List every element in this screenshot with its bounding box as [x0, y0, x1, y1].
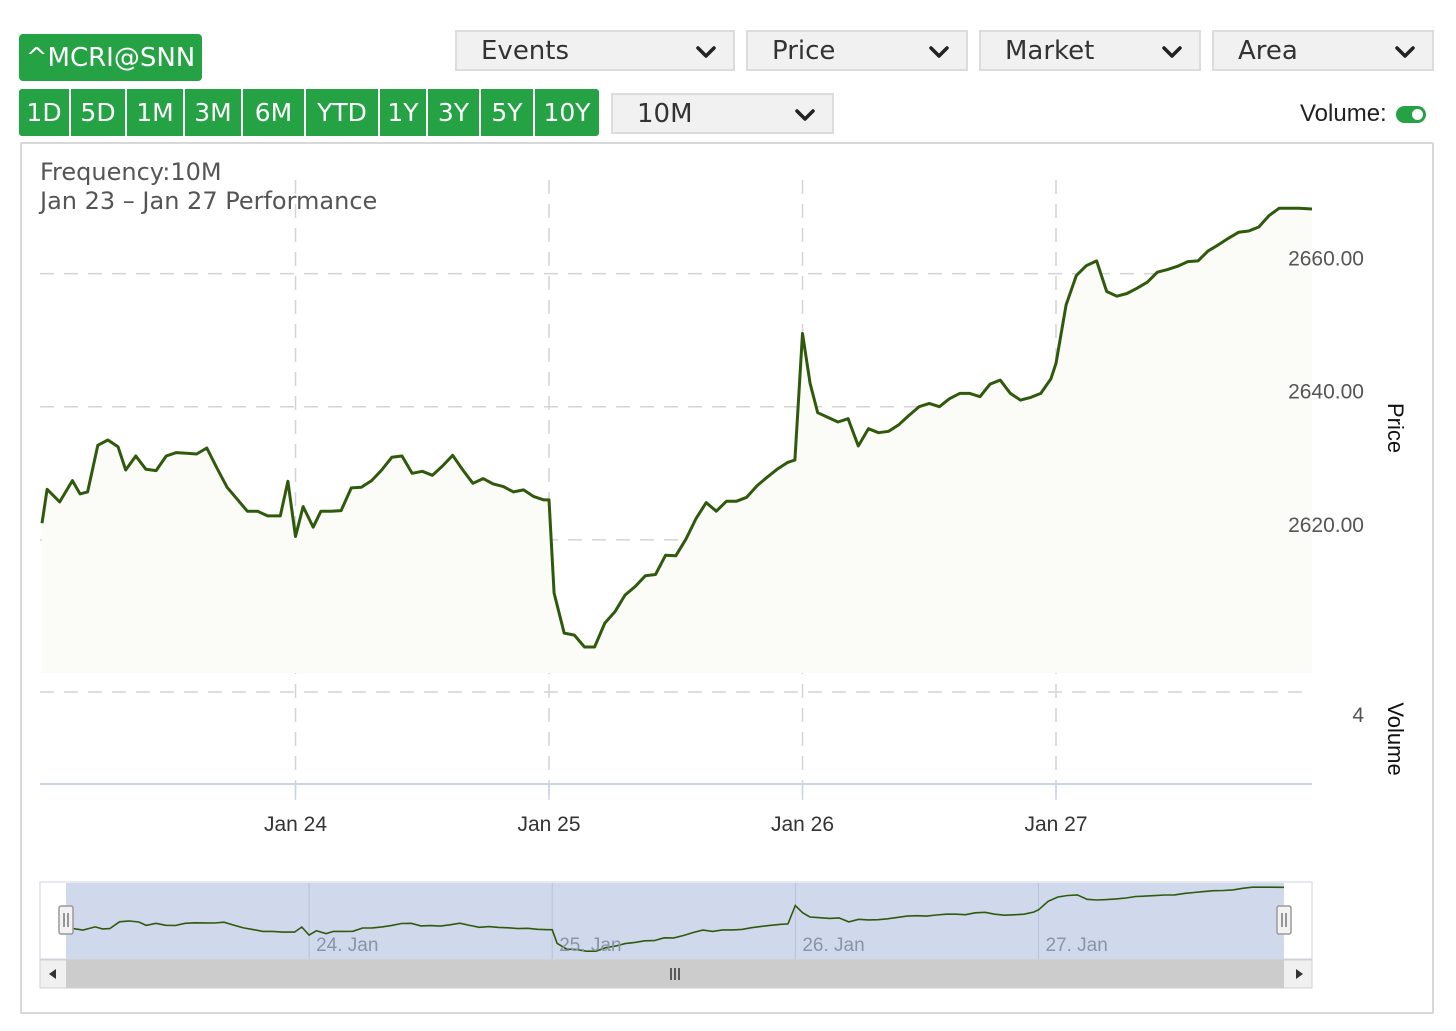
area-dropdown-label: Area: [1238, 35, 1298, 66]
range-button-3m[interactable]: 3M: [185, 89, 243, 136]
price-area: [42, 208, 1312, 674]
range-button-1d[interactable]: 1D: [19, 89, 71, 136]
chevron-down-icon: [696, 46, 716, 58]
x-tick-label: Jan 27: [1024, 813, 1087, 836]
volume-axis-title: Volume: [1383, 702, 1408, 775]
range-button-1y[interactable]: 1Y: [380, 89, 428, 136]
price-dropdown-label: Price: [772, 35, 836, 66]
navigator: 24. Jan 25. Jan 26. Jan 27. Jan: [39, 881, 1313, 960]
chart-title: Frequency:10M: [40, 158, 222, 186]
navigator-series: [65, 886, 1285, 953]
range-button-3y[interactable]: 3Y: [428, 89, 481, 136]
volume-toggle[interactable]: Volume:: [1300, 100, 1426, 128]
events-dropdown[interactable]: Events: [455, 30, 735, 71]
market-dropdown-label: Market: [1005, 35, 1095, 66]
x-axis-ticks: Jan 24 Jan 25 Jan 26 Jan 27: [264, 784, 1088, 836]
range-button-10y[interactable]: 10Y: [535, 89, 599, 136]
y-tick-label: 2620.00: [1288, 514, 1364, 537]
navigator-labels: 24. Jan 25. Jan 26. Jan 27. Jan: [316, 935, 1108, 956]
x-tick-label: Jan 25: [517, 813, 580, 836]
y-axis-title: Price: [1383, 403, 1408, 453]
y-axis-ticks: 2620.00 2640.00 2660.00: [1288, 248, 1364, 537]
volume-tick-label: 4: [1352, 704, 1364, 727]
price-line: [40, 206, 1313, 649]
symbol-button[interactable]: ^MCRI@SNN: [19, 34, 202, 81]
chevron-down-icon: [1162, 46, 1182, 58]
scroll-left-arrow-icon[interactable]: [49, 969, 56, 979]
area-dropdown[interactable]: Area: [1212, 30, 1434, 71]
range-selector: 1D 5D 1M 3M 6M YTD 1Y 3Y 5Y 10Y: [19, 89, 599, 136]
range-button-5y[interactable]: 5Y: [481, 89, 535, 136]
toggle-knob: [1411, 108, 1423, 120]
navigator-handle-left[interactable]: [58, 905, 74, 935]
range-button-1m[interactable]: 1M: [127, 89, 185, 136]
navigator-grid: [308, 883, 1039, 959]
y-tick-label: 2640.00: [1288, 381, 1364, 404]
chevron-down-icon: [1395, 46, 1415, 58]
range-button-ytd[interactable]: YTD: [306, 89, 380, 136]
scroll-right-arrow-icon[interactable]: [1296, 969, 1303, 979]
chevron-down-icon: [929, 46, 949, 58]
chart-subtitle: Jan 23 – Jan 27 Performance: [38, 187, 377, 215]
scrollbar-grip-icon: [670, 968, 680, 980]
price-dropdown[interactable]: Price: [746, 30, 968, 71]
range-button-6m[interactable]: 6M: [243, 89, 306, 136]
toggle-switch[interactable]: [1395, 105, 1426, 123]
x-tick-label: Jan 26: [771, 813, 834, 836]
navigator-label: 27. Jan: [1045, 935, 1107, 956]
x-tick-label: Jan 24: [264, 813, 327, 836]
volume-toggle-label: Volume:: [1300, 100, 1387, 127]
market-dropdown[interactable]: Market: [979, 30, 1201, 71]
navigator-handle-right[interactable]: [1276, 905, 1292, 935]
navigator-label: 25. Jan: [559, 935, 621, 956]
range-button-5d[interactable]: 5D: [71, 89, 127, 136]
chevron-down-icon: [795, 109, 815, 121]
navigator-label: 24. Jan: [316, 935, 378, 956]
events-dropdown-label: Events: [481, 35, 570, 66]
scrollbar[interactable]: [39, 959, 1313, 989]
y-tick-label: 2660.00: [1288, 248, 1364, 271]
chart-container: [20, 142, 1434, 1014]
frequency-dropdown[interactable]: 10M: [611, 93, 834, 134]
frequency-dropdown-label: 10M: [637, 98, 693, 129]
navigator-label: 26. Jan: [802, 935, 864, 956]
